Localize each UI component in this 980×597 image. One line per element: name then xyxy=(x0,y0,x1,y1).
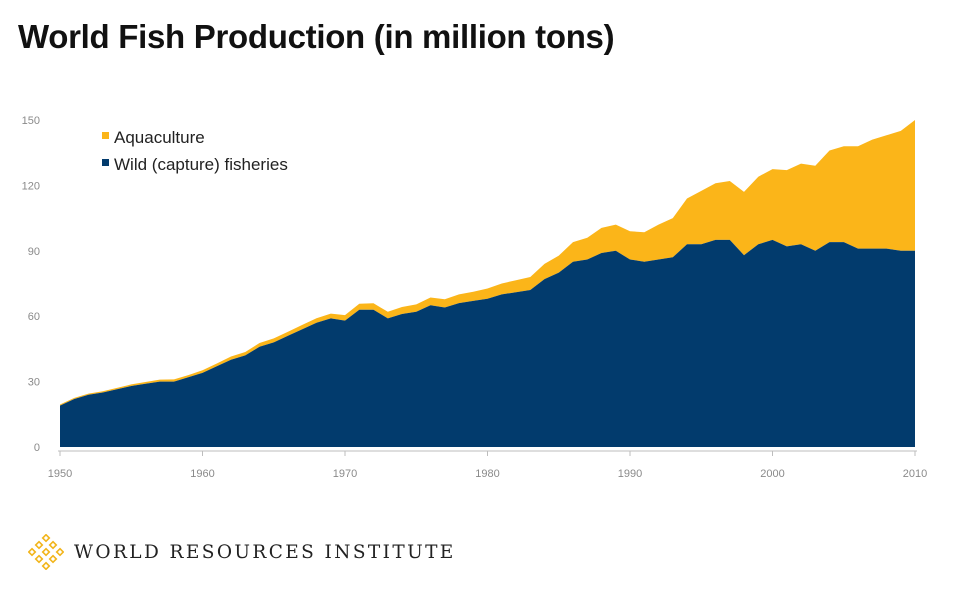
footer: WORLD RESOURCES INSTITUTE xyxy=(28,534,456,570)
y-tick-label: 60 xyxy=(28,311,40,323)
x-tick-label: 2010 xyxy=(903,468,927,480)
x-tick-label: 1970 xyxy=(333,468,357,480)
y-tick-label: 0 xyxy=(34,442,40,454)
logo-diamond xyxy=(34,554,44,564)
x-tick-label: 1980 xyxy=(475,468,499,480)
series-area-aquaculture xyxy=(60,120,915,406)
x-axis: 1950 1960 1970 1980 1990 2000 2010 xyxy=(48,450,927,480)
y-tick-label: 90 xyxy=(28,246,40,258)
logo-diamond xyxy=(41,561,51,570)
wri-logo-icon xyxy=(28,534,64,570)
x-tick-label: 1990 xyxy=(618,468,642,480)
series-area-wild-capture xyxy=(60,239,915,447)
legend-label-wild: Wild (capture) fisheries xyxy=(114,155,288,174)
fish-production-chart: 0 30 60 90 120 150 1950 1960 1970 1980 1990 2000 20… xyxy=(21,112,928,480)
legend-swatch-wild xyxy=(102,159,109,166)
legend-background xyxy=(90,112,295,180)
logo-diamond xyxy=(34,540,44,550)
logo-diamond xyxy=(48,554,58,564)
logo-diamond xyxy=(55,547,64,557)
logo-diamond xyxy=(28,547,37,557)
logo-diamond xyxy=(48,540,58,550)
x-tick-label: 1950 xyxy=(48,468,72,480)
y-tick-label: 30 xyxy=(28,377,40,389)
y-tick-label: 120 xyxy=(22,180,40,192)
logo-diamond xyxy=(41,547,51,557)
legend-swatch-aquaculture xyxy=(102,132,109,139)
x-tick-label: 1960 xyxy=(190,468,214,480)
y-tick-label: 150 xyxy=(22,115,40,127)
y-axis: 0 30 60 90 120 150 xyxy=(22,115,40,454)
chart-title: World Fish Production (in million tons) xyxy=(18,18,615,55)
logo-diamond xyxy=(41,534,51,543)
plot-area xyxy=(60,120,915,447)
legend-label-aquaculture: Aquaculture xyxy=(114,128,205,147)
organization-name: WORLD RESOURCES INSTITUTE xyxy=(74,541,456,563)
legend: Aquaculture Wild (capture) fisheries xyxy=(90,112,295,180)
x-tick-label: 2000 xyxy=(760,468,784,480)
